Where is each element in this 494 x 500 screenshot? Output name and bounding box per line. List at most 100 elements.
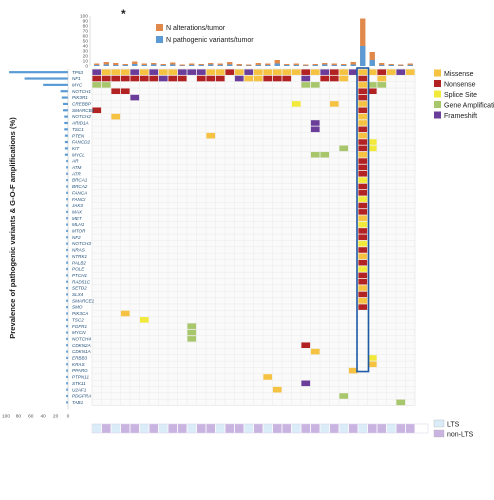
pathogenic-bar xyxy=(122,65,128,66)
alteration-cell xyxy=(301,69,311,75)
alteration-cell xyxy=(92,107,102,114)
prevalence-bar xyxy=(66,318,68,321)
prevalence-bar xyxy=(64,140,68,144)
group-annotation-cell xyxy=(320,423,330,434)
alteration-cell xyxy=(339,69,349,75)
prevalence-bar xyxy=(63,109,68,112)
pathogenic-bar xyxy=(331,65,337,66)
prevalence-bar xyxy=(66,274,68,277)
group-annotation-cell xyxy=(92,423,102,434)
prevalence-bar xyxy=(64,128,68,131)
alterations-bar xyxy=(141,63,147,66)
gene-label: MYCL xyxy=(72,152,85,157)
top-axis-tick-label: 10 xyxy=(83,59,89,65)
alteration-cell xyxy=(377,75,387,82)
top-legend-swatch xyxy=(156,24,163,31)
prevalence-bar xyxy=(66,350,68,353)
prevalence-bar xyxy=(66,191,68,194)
prevalence-tick-label: 60 xyxy=(28,414,34,420)
gene-label: BRCA1 xyxy=(72,178,88,183)
gene-label: U2AF1 xyxy=(72,387,87,392)
gene-label: POLE xyxy=(72,267,85,272)
pathogenic-bar xyxy=(255,65,261,66)
group-annotation-cell xyxy=(101,423,111,434)
pathogenic-bar xyxy=(388,65,394,66)
gene-label: NTRK1 xyxy=(72,254,88,259)
group-legend-label: LTS xyxy=(447,422,460,429)
group-legend-swatch xyxy=(433,429,445,438)
prevalence-bar xyxy=(9,71,69,74)
gene-label: STK11 xyxy=(72,381,86,386)
prevalence-bar xyxy=(64,115,68,118)
alteration-cell xyxy=(139,317,149,323)
top-axis-tick-label: 70 xyxy=(83,29,89,35)
prevalence-bar xyxy=(66,255,68,258)
alteration-cell xyxy=(367,69,377,75)
group-annotation-cell xyxy=(215,423,225,434)
top-axis-tick-label: 80 xyxy=(83,24,89,30)
alterations-bar xyxy=(227,62,233,66)
alteration-cell xyxy=(358,247,368,253)
alteration-cell xyxy=(272,75,282,82)
alteration-cell xyxy=(320,69,330,75)
group-annotation-cell xyxy=(206,423,216,434)
top-axis-tick-label: 30 xyxy=(83,49,89,55)
alterations-bar xyxy=(94,63,100,66)
alteration-cell xyxy=(301,82,311,88)
prevalence-bar xyxy=(64,121,68,125)
prevalence-bar xyxy=(66,217,68,220)
alterations-bar xyxy=(398,64,404,66)
alteration-cell xyxy=(348,367,358,374)
alteration-cell xyxy=(377,82,387,88)
group-annotation-cell xyxy=(386,423,396,434)
gene-label: ATR xyxy=(71,171,82,176)
alteration-cell xyxy=(206,75,216,82)
gene-label: CDKN2A xyxy=(72,343,91,348)
alteration-cell xyxy=(339,145,349,152)
pathogenic-bar xyxy=(350,64,356,66)
group-annotation-row xyxy=(91,423,429,434)
prevalence-tick-label: 20 xyxy=(53,414,59,420)
prevalence-tick-label: 100 xyxy=(2,414,10,420)
prevalence-bar xyxy=(64,153,68,156)
alteration-cell xyxy=(358,75,368,82)
alteration-legend-label: Missense xyxy=(444,71,474,78)
pathogenic-bar xyxy=(132,64,138,66)
alteration-legend-swatch xyxy=(434,111,441,119)
prevalence-bar xyxy=(66,388,68,391)
prevalence-bar xyxy=(66,293,68,296)
alteration-cell xyxy=(310,69,320,75)
alteration-cell xyxy=(358,171,368,177)
alteration-cell xyxy=(358,183,368,190)
alteration-cell xyxy=(377,69,387,75)
group-annotation-cell xyxy=(358,423,368,434)
alteration-cell xyxy=(120,69,130,75)
gene-label: MYC xyxy=(72,82,83,87)
gene-label: TAB1 xyxy=(72,400,84,405)
gene-label: PIK3R1 xyxy=(72,95,88,100)
alteration-cell xyxy=(358,158,368,164)
alteration-cell xyxy=(358,145,368,152)
pathogenic-bar xyxy=(227,64,233,66)
group-annotation-cell xyxy=(130,423,140,434)
prevalence-bar xyxy=(66,166,68,169)
prevalence-bar xyxy=(66,382,68,385)
alteration-cell xyxy=(168,69,178,75)
alterations-bar xyxy=(303,64,309,66)
alteration-cell xyxy=(329,69,339,75)
alteration-cell xyxy=(244,69,254,75)
alteration-cell xyxy=(358,259,368,266)
gene-label: PIK3CA xyxy=(72,311,88,316)
prevalence-bar xyxy=(66,331,68,334)
gene-label: KIT xyxy=(72,146,80,151)
pathogenic-bar xyxy=(151,64,157,66)
alteration-cell xyxy=(120,88,130,94)
group-annotation-cell xyxy=(282,423,292,434)
alteration-legend-label: Frameshift xyxy=(444,113,477,120)
gene-label: MAX xyxy=(72,209,83,214)
alteration-cell xyxy=(92,82,102,88)
prevalence-bar xyxy=(66,401,68,404)
alteration-cell xyxy=(130,75,140,82)
